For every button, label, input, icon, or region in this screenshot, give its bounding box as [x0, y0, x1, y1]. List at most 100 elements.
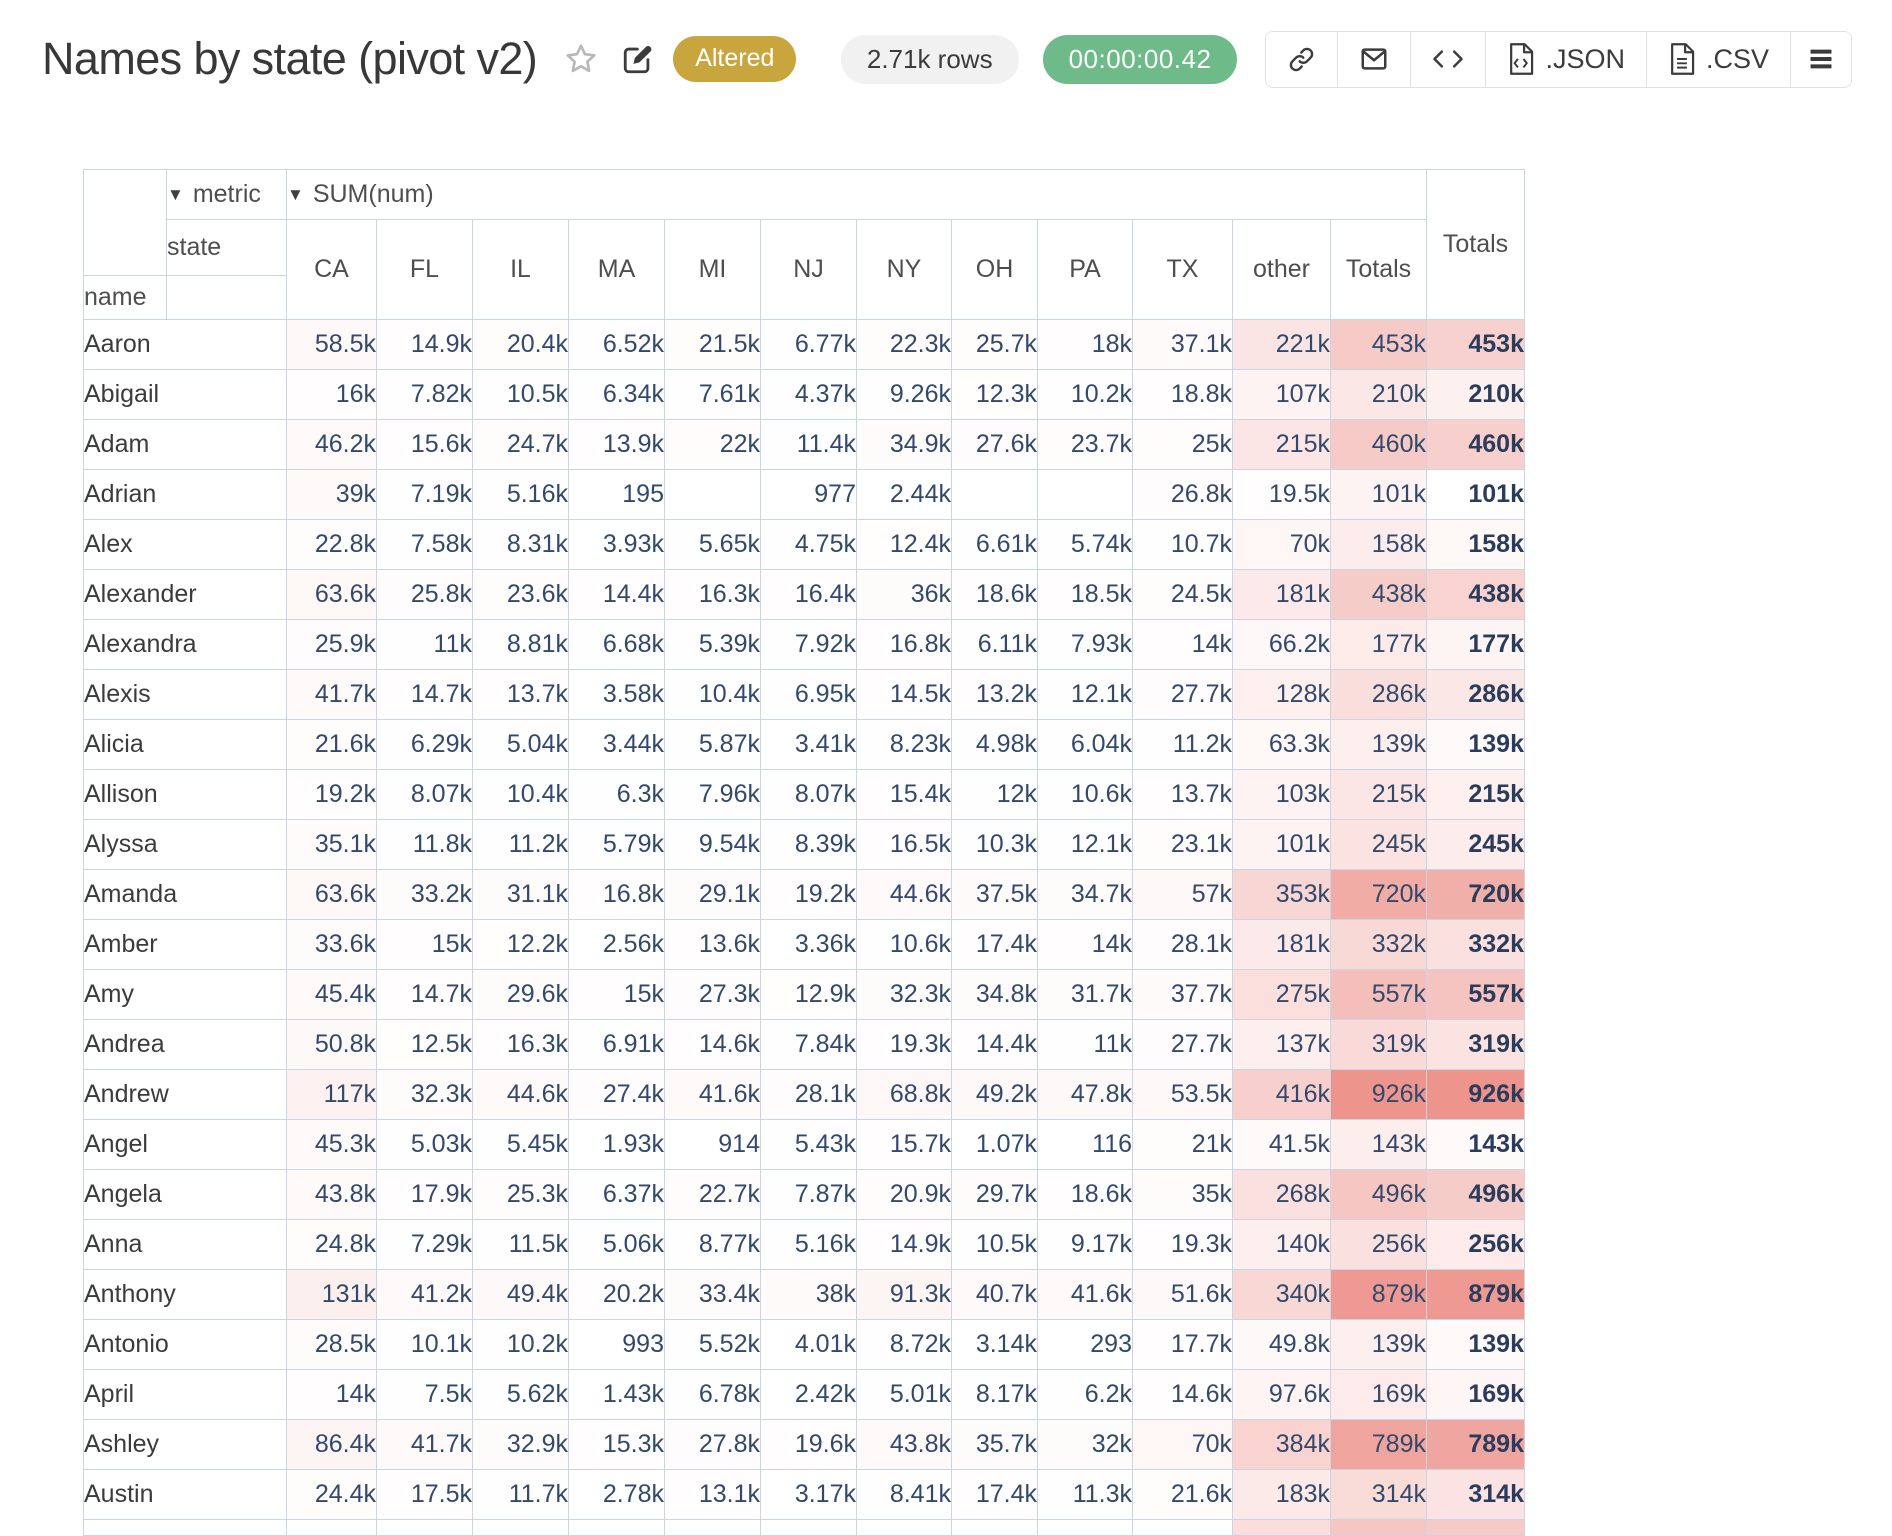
value-cell: 5.16k	[760, 1219, 857, 1270]
value-cell: 63.3k	[1232, 719, 1331, 770]
value-cell: 27.7k	[1132, 1019, 1233, 1070]
export-json-button[interactable]: .JSON	[1485, 31, 1646, 87]
state-axis-header[interactable]: state	[166, 219, 287, 276]
table-row-partial	[83, 1519, 1525, 1536]
column-header-pa[interactable]: PA	[1037, 219, 1133, 320]
value-cell	[1330, 1519, 1427, 1536]
value-cell: 11.7k	[472, 1469, 569, 1520]
value-cell: 35.1k	[286, 819, 377, 870]
column-header-other[interactable]: other	[1232, 219, 1331, 320]
altered-badge[interactable]: Altered	[673, 36, 797, 82]
value-cell: 16.8k	[856, 619, 952, 670]
row-label-cell: Allison	[83, 769, 287, 820]
value-cell: 24.7k	[472, 419, 569, 470]
value-cell: 32.3k	[856, 969, 952, 1020]
menu-button[interactable]	[1790, 31, 1851, 87]
value-cell: 15k	[376, 919, 473, 970]
value-cell: 6.52k	[568, 319, 665, 370]
export-csv-button[interactable]: .CSV	[1645, 31, 1790, 87]
row-label-cell: Austin	[83, 1469, 287, 1520]
value-cell: 68.8k	[856, 1069, 952, 1120]
value-cell: 14.6k	[664, 1019, 761, 1070]
header-bar: Names by state (pivot v2) Altered 2.71k …	[0, 0, 1892, 92]
value-cell: 14k	[1132, 619, 1233, 670]
row-label-cell: Amber	[83, 919, 287, 970]
value-cell: 41.6k	[1037, 1269, 1133, 1320]
value-cell: 34.7k	[1037, 869, 1133, 920]
value-cell: 22.3k	[856, 319, 952, 370]
column-header-ny[interactable]: NY	[856, 219, 952, 320]
column-header-tx[interactable]: TX	[1132, 219, 1233, 320]
column-header-totals[interactable]: Totals	[1330, 219, 1427, 320]
value-cell: 9.26k	[856, 369, 952, 420]
value-cell: 18.8k	[1132, 369, 1233, 420]
row-label-cell: Alyssa	[83, 819, 287, 870]
value-cell: 10.3k	[951, 819, 1038, 870]
value-cell: 14.7k	[376, 969, 473, 1020]
value-cell: 35.7k	[951, 1419, 1038, 1470]
value-cell: 8.07k	[376, 769, 473, 820]
column-header-mi[interactable]: MI	[664, 219, 761, 320]
value-cell: 36k	[856, 569, 952, 620]
value-cell: 10.6k	[1037, 769, 1133, 820]
value-cell: 460k	[1330, 419, 1427, 470]
name-axis-header[interactable]: name	[83, 275, 167, 320]
value-cell: 3.36k	[760, 919, 857, 970]
column-header-ma[interactable]: MA	[568, 219, 665, 320]
value-cell: 5.01k	[856, 1369, 952, 1420]
value-cell: 9.54k	[664, 819, 761, 870]
pivot-table: ▼ metric ▼ SUM(num) Totals state CA FL IL MA M…	[83, 169, 1525, 1536]
value-cell: 26.8k	[1132, 469, 1233, 520]
value-cell: 5.74k	[1037, 519, 1133, 570]
value-cell: 879k	[1330, 1269, 1427, 1320]
email-button[interactable]	[1337, 31, 1411, 87]
value-cell: 18.6k	[951, 569, 1038, 620]
metric-axis-header[interactable]: ▼ metric	[166, 169, 287, 220]
table-row: Allison 19.2k 8.07k 10.4k 6.3k 7.96k 8.07k 15.4…	[83, 769, 1525, 820]
row-label-cell: Andrew	[83, 1069, 287, 1120]
value-cell: 17.7k	[1132, 1319, 1233, 1370]
column-header-il[interactable]: IL	[472, 219, 569, 320]
copy-link-button[interactable]	[1266, 31, 1338, 87]
value-cell: 19.3k	[856, 1019, 952, 1070]
edit-pencil-icon[interactable]	[621, 42, 655, 76]
value-cell: 66.2k	[1232, 619, 1331, 670]
value-cell: 11.2k	[1132, 719, 1233, 770]
metric-value-header[interactable]: ▼ SUM(num)	[286, 169, 1427, 220]
value-cell: 23.6k	[472, 569, 569, 620]
value-cell: 116	[1037, 1119, 1133, 1170]
row-total-cell: 438k	[1426, 569, 1525, 620]
export-csv-label: .CSV	[1705, 43, 1769, 74]
row-count-pill: 2.71k rows	[840, 34, 1019, 84]
value-cell: 177k	[1330, 619, 1427, 670]
value-cell: 5.87k	[664, 719, 761, 770]
value-cell: 20.2k	[568, 1269, 665, 1320]
value-cell: 7.93k	[1037, 619, 1133, 670]
value-cell: 28.1k	[760, 1069, 857, 1120]
value-cell: 7.29k	[376, 1219, 473, 1270]
value-cell: 63.6k	[286, 569, 377, 620]
embed-code-button[interactable]	[1410, 31, 1486, 87]
value-cell: 13.7k	[472, 669, 569, 720]
value-cell: 44.6k	[856, 869, 952, 920]
value-cell: 210k	[1330, 369, 1427, 420]
value-cell: 438k	[1330, 569, 1427, 620]
value-cell	[472, 1519, 569, 1536]
column-header-fl[interactable]: FL	[376, 219, 473, 320]
column-header-ca[interactable]: CA	[286, 219, 377, 320]
value-cell: 245k	[1330, 819, 1427, 870]
value-cell: 14.4k	[568, 569, 665, 620]
value-cell: 6.78k	[664, 1369, 761, 1420]
column-header-nj[interactable]: NJ	[760, 219, 857, 320]
value-cell	[568, 1519, 665, 1536]
value-cell: 5.43k	[760, 1119, 857, 1170]
value-cell: 8.07k	[760, 769, 857, 820]
column-header-oh[interactable]: OH	[951, 219, 1038, 320]
value-cell: 169k	[1330, 1369, 1427, 1420]
value-cell: 50.8k	[286, 1019, 377, 1070]
value-cell	[951, 469, 1038, 520]
favorite-star-icon[interactable]	[563, 41, 599, 77]
value-cell: 6.61k	[951, 519, 1038, 570]
table-row: Adrian 39k 7.19k 5.16k 195 977 2.44k 26.8k 19.5k…	[83, 469, 1525, 520]
value-cell: 27.7k	[1132, 669, 1233, 720]
